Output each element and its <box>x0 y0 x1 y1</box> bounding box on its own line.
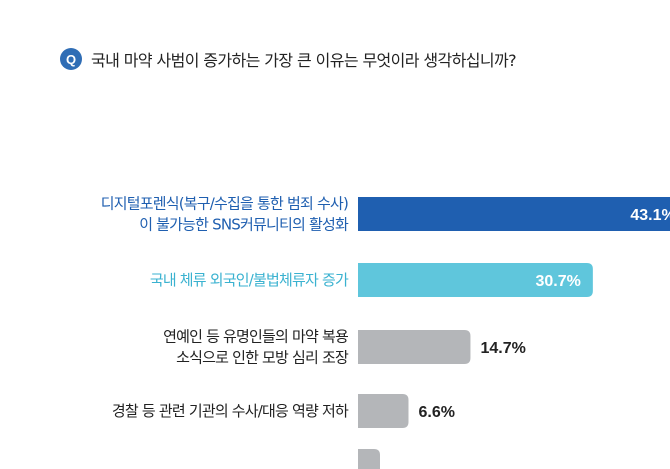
category-label-1-line-2: 이 불가능한 SNS커뮤니티의 활성화 <box>139 216 349 234</box>
bar-1 <box>358 197 670 231</box>
question-header: Q 국내 마약 사범이 증가하는 가장 큰 이유는 무엇이라 생각하십니까? <box>60 46 517 72</box>
bar-3 <box>358 330 471 364</box>
q-badge: Q <box>60 48 82 70</box>
value-label-3: 14.7% <box>480 340 525 357</box>
category-label-3-line-2: 소식으로 인한 모방 심리 조장 <box>176 349 349 367</box>
category-label-2-line-1: 국내 체류 외국인/불법체류자 증가 <box>150 271 349 289</box>
category-label-4-line-1: 경찰 등 관련 기관의 수사/대응 역량 저하 <box>112 402 349 420</box>
category-label-1-line-1: 디지털포렌식(복구/수집을 통한 범죄 수사) <box>101 195 348 213</box>
value-label-4: 6.6% <box>418 404 454 421</box>
value-label-2: 30.7% <box>535 273 580 290</box>
question-text: 국내 마약 사범이 증가하는 가장 큰 이유는 무엇이라 생각하십니까? <box>91 51 517 70</box>
bar-4 <box>358 394 409 428</box>
bar-5 <box>358 449 380 469</box>
bar-2 <box>358 263 593 297</box>
category-label-3-line-1: 연예인 등 유명인들의 마약 복용 <box>163 328 348 346</box>
value-label-1: 43.1% <box>630 207 670 224</box>
